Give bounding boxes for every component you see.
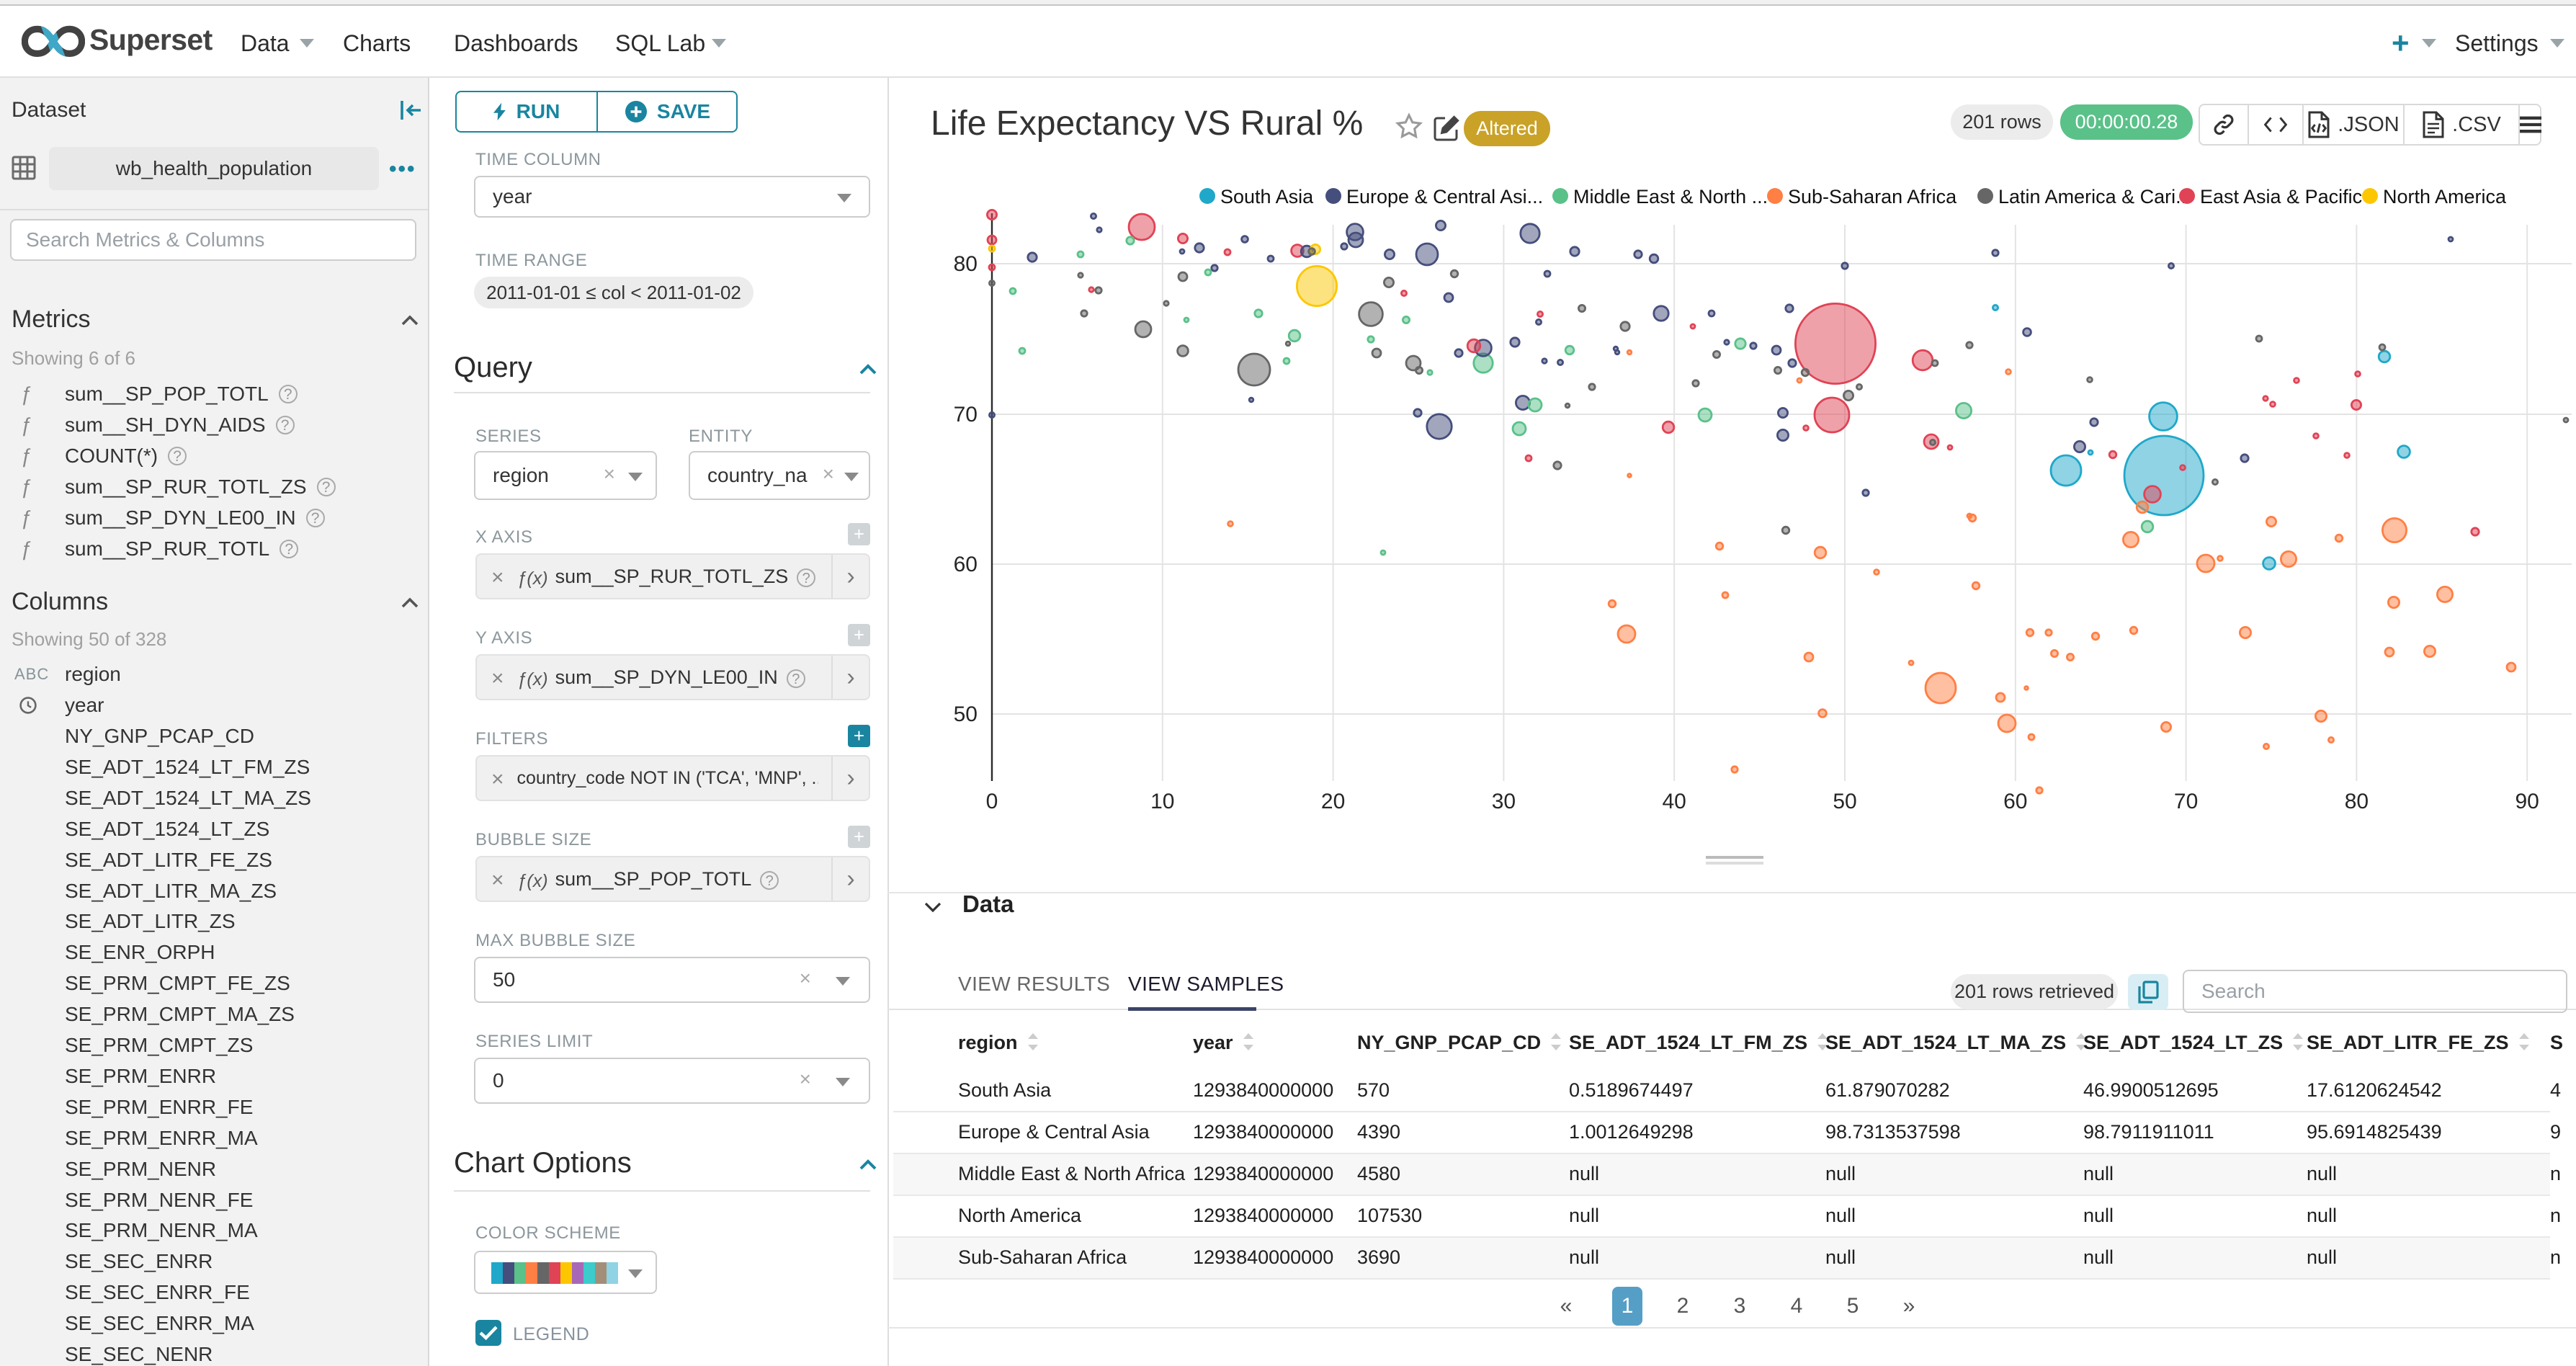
svg-text:30: 30	[1492, 790, 1516, 813]
svg-text:90: 90	[2515, 790, 2539, 813]
svg-text:Europe & Central Asi...: Europe & Central Asi...	[1346, 186, 1543, 207]
svg-text:60: 60	[2003, 790, 2027, 813]
svg-text:70: 70	[2174, 790, 2198, 813]
svg-text:80: 80	[2345, 790, 2369, 813]
svg-text:50: 50	[1833, 790, 1856, 813]
svg-text:Sub-Saharan Africa: Sub-Saharan Africa	[1788, 186, 1957, 207]
svg-text:South Asia: South Asia	[1220, 186, 1314, 207]
svg-text:0: 0	[986, 790, 998, 813]
svg-text:10: 10	[1150, 790, 1174, 813]
svg-text:20: 20	[1321, 790, 1345, 813]
svg-text:Middle East & North ...: Middle East & North ...	[1573, 186, 1768, 207]
svg-text:North America: North America	[2383, 186, 2507, 207]
svg-text:50: 50	[954, 702, 978, 726]
svg-text:70: 70	[954, 403, 978, 427]
svg-text:60: 60	[954, 553, 978, 576]
svg-text:East Asia & Pacific: East Asia & Pacific	[2200, 186, 2362, 207]
svg-text:80: 80	[954, 252, 978, 276]
svg-text:Latin America & Cari...: Latin America & Cari...	[1998, 186, 2192, 207]
svg-text:40: 40	[1663, 790, 1686, 813]
